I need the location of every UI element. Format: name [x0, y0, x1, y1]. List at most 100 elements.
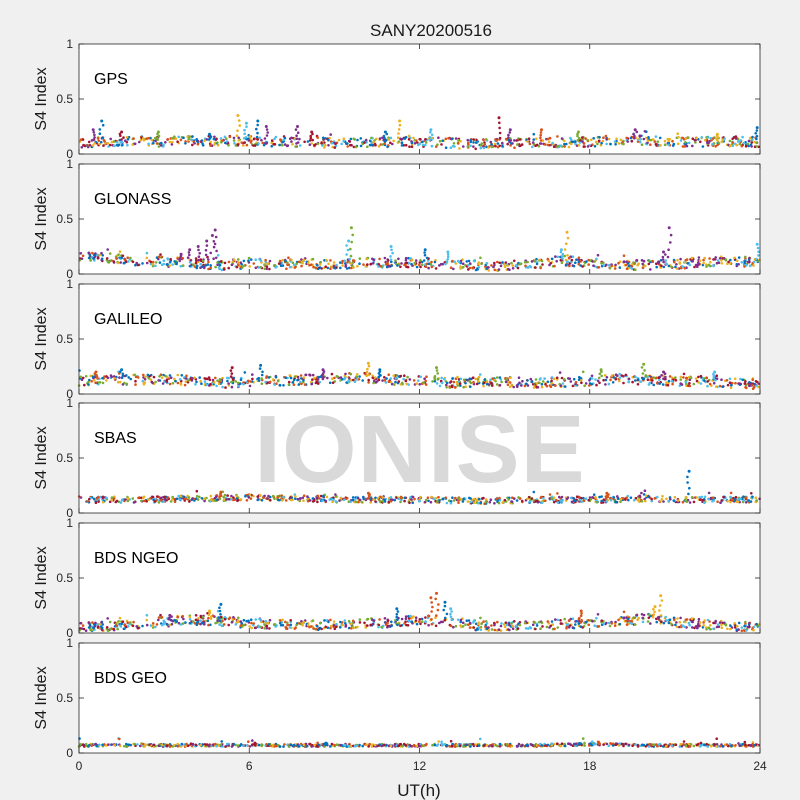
data-point [371, 374, 375, 378]
data-point [207, 623, 210, 627]
data-point [701, 145, 705, 148]
data-point [498, 742, 502, 746]
data-point [176, 373, 179, 377]
data-point [678, 262, 682, 265]
data-point [199, 258, 203, 261]
data-point [396, 264, 399, 267]
data-point [749, 264, 752, 268]
data-point [642, 613, 646, 617]
data-point [396, 136, 400, 139]
data-point [367, 378, 371, 382]
data-point [177, 135, 180, 139]
data-point [659, 614, 663, 617]
data-point [708, 257, 711, 260]
data-point [227, 382, 230, 385]
data-point [440, 740, 443, 744]
data-point [399, 500, 402, 504]
data-point [539, 133, 542, 137]
data-point [475, 138, 478, 142]
data-point [430, 133, 434, 137]
data-point [629, 136, 633, 140]
data-point [437, 603, 440, 606]
data-point [407, 261, 411, 265]
y-tick-label: 0.5 [56, 212, 73, 226]
data-point [670, 623, 673, 626]
data-point [129, 377, 132, 381]
data-point [622, 381, 625, 385]
data-point [434, 597, 438, 601]
data-point [489, 140, 493, 144]
data-point [408, 501, 411, 505]
data-point [232, 378, 235, 381]
data-point [697, 256, 701, 259]
data-point [184, 380, 188, 383]
data-point [405, 623, 408, 627]
data-point [138, 140, 141, 144]
data-point [87, 380, 90, 384]
data-point [539, 627, 542, 630]
data-point [199, 262, 202, 266]
data-point [583, 741, 586, 745]
data-point [109, 374, 113, 377]
data-point [682, 372, 686, 376]
data-point [276, 379, 280, 383]
data-point [436, 143, 439, 146]
data-point [345, 381, 348, 384]
data-point [237, 384, 240, 388]
data-point [422, 259, 426, 262]
data-point [495, 139, 499, 142]
data-point [243, 371, 247, 374]
data-point [310, 380, 313, 384]
data-point [526, 260, 529, 264]
data-point [341, 378, 344, 381]
data-point [467, 268, 470, 271]
data-point [507, 133, 510, 137]
data-point [297, 383, 301, 386]
data-point [235, 495, 239, 498]
data-point [266, 497, 269, 500]
data-point [87, 626, 91, 629]
data-point [358, 262, 361, 266]
data-point [101, 376, 104, 380]
data-point [179, 383, 183, 386]
data-point [157, 145, 161, 148]
data-point [741, 135, 744, 139]
data-point [688, 381, 691, 385]
data-point [667, 499, 670, 503]
data-point [579, 609, 583, 613]
data-point [639, 137, 642, 141]
data-point [421, 263, 424, 267]
data-point [579, 625, 582, 628]
data-point [524, 382, 528, 386]
data-point [646, 141, 649, 145]
data-point [751, 135, 754, 139]
data-point [294, 497, 297, 501]
data-point [641, 616, 644, 620]
data-point [634, 375, 637, 379]
data-point [505, 623, 509, 627]
data-point [667, 143, 670, 147]
data-point [574, 380, 578, 384]
data-point [239, 624, 243, 627]
data-point [675, 263, 678, 266]
data-point [268, 627, 271, 630]
data-point [493, 142, 497, 146]
data-point [134, 379, 137, 383]
data-point [519, 262, 523, 266]
data-point [449, 739, 453, 743]
data-point [287, 263, 291, 267]
data-point [425, 375, 428, 379]
data-point [412, 379, 416, 382]
data-point [194, 257, 198, 260]
data-point [419, 495, 422, 499]
data-point [194, 497, 198, 501]
data-point [309, 136, 313, 140]
data-point [484, 620, 488, 623]
data-point [418, 142, 422, 145]
data-point [263, 626, 267, 630]
data-point [209, 140, 212, 144]
data-point [126, 138, 130, 141]
data-point [209, 617, 213, 620]
y-tick-label: 0 [66, 506, 73, 520]
data-point [445, 501, 449, 505]
